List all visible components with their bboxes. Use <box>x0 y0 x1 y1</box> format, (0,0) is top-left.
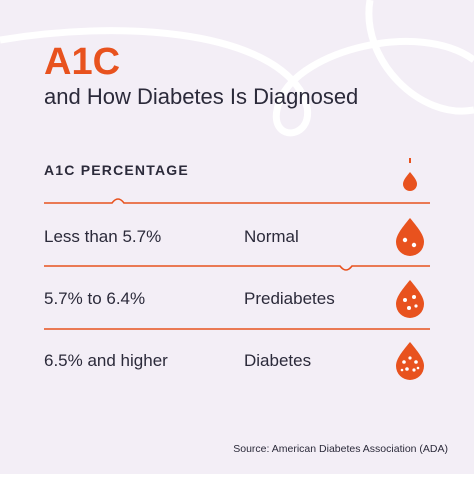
cell: 6.5% and higher <box>44 351 168 370</box>
decoration <box>0 0 474 137</box>
divider <box>44 198 430 204</box>
cell: Normal <box>244 227 299 246</box>
cell: 5.7% to 6.4% <box>44 289 145 308</box>
cell: Less than 5.7% <box>44 227 161 246</box>
cell: Diabetes <box>244 351 311 370</box>
divider <box>44 265 430 271</box>
subtitle: and How Diabetes Is Diagnosed <box>44 84 358 109</box>
drop-icon <box>396 280 424 318</box>
drop-icon <box>396 218 424 256</box>
header-icon <box>403 158 417 191</box>
title: A1C <box>44 41 120 83</box>
source: Source: American Diabetes Association (A… <box>233 443 448 455</box>
drop-icon <box>396 342 424 380</box>
cell: Prediabetes <box>244 289 335 308</box>
column-header: A1C PERCENTAGE <box>44 162 189 178</box>
